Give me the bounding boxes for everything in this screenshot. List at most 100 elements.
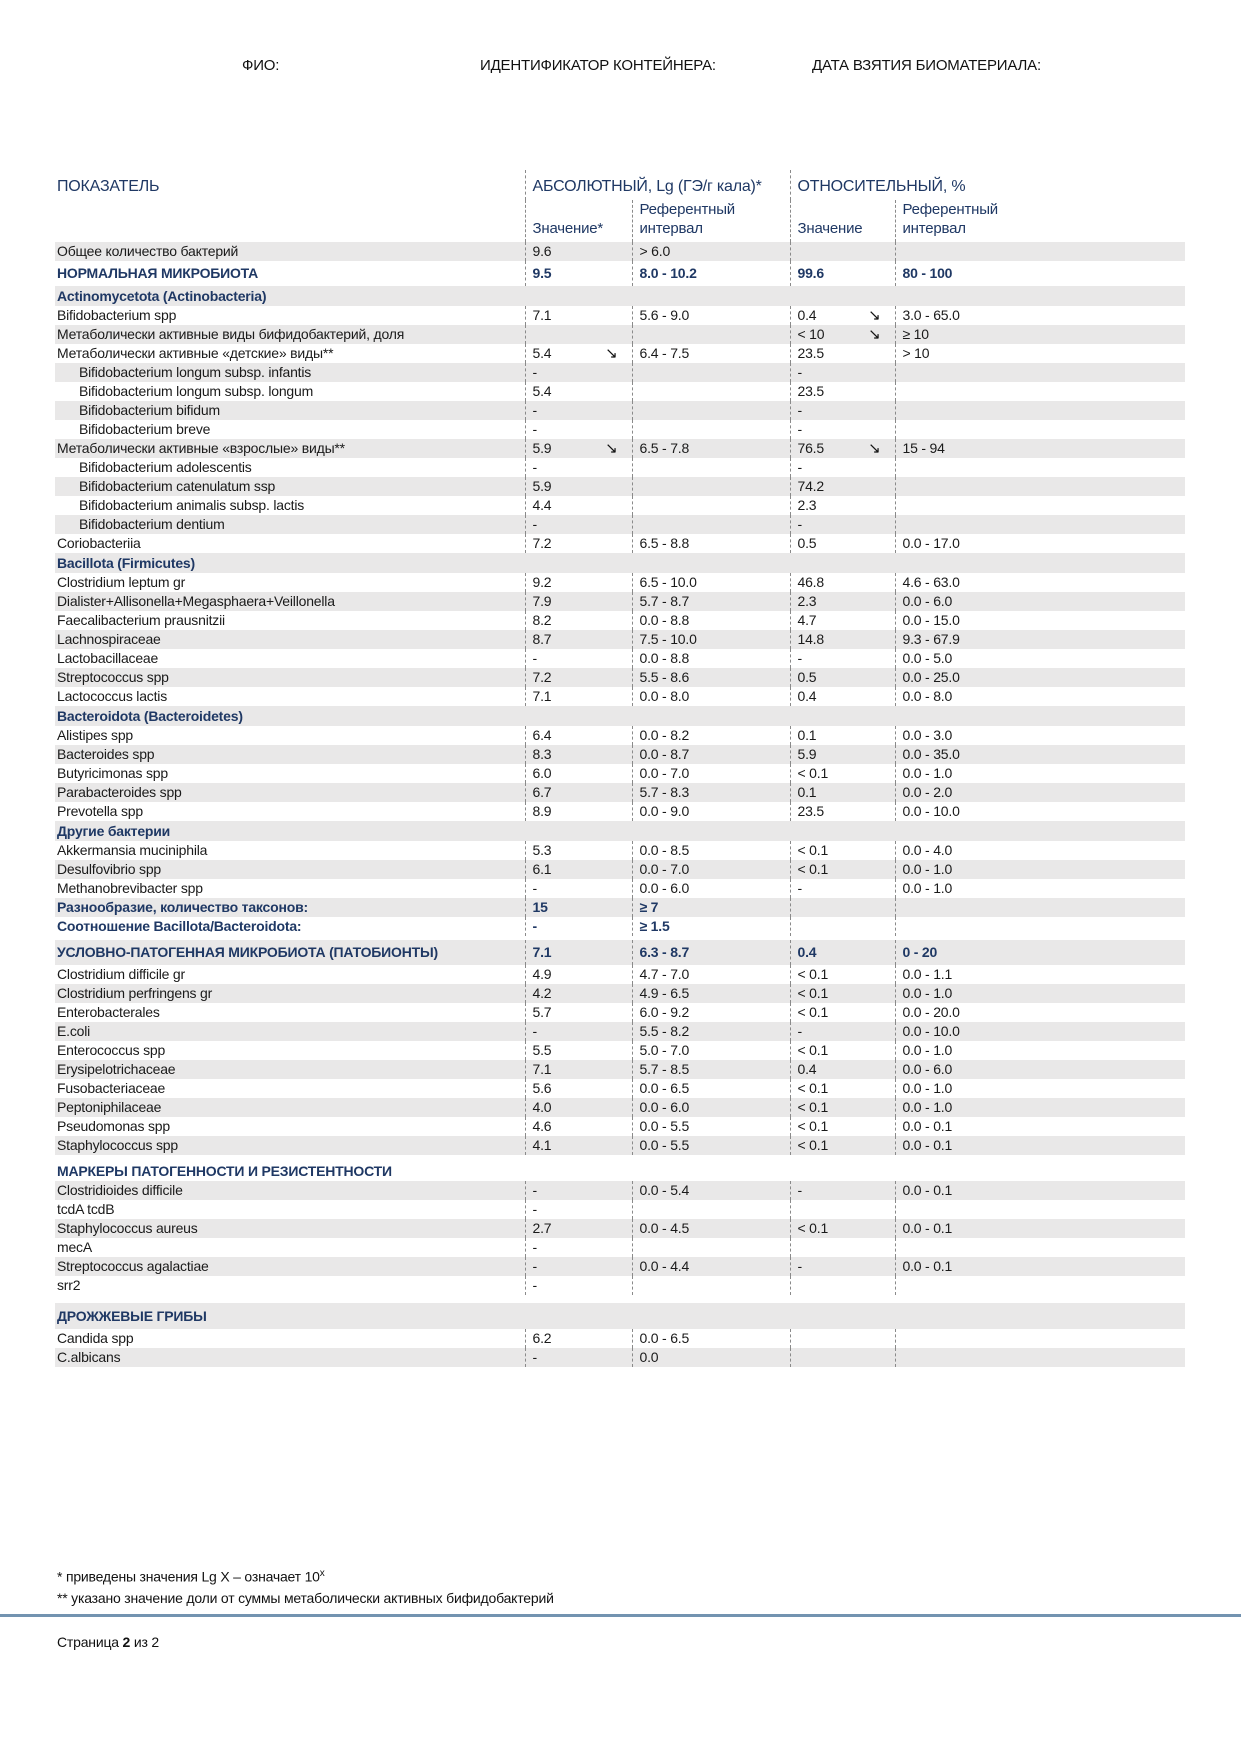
rel-ref-interval: 0.0 - 1.0 xyxy=(894,879,1186,898)
rel-ref-interval: 0.0 - 10.0 xyxy=(894,802,1186,821)
abs-ref-interval: 0.0 - 4.4 xyxy=(631,1257,790,1276)
rel-value: - xyxy=(789,363,895,382)
abs-value: 7.1 xyxy=(524,940,632,965)
rel-value: 99.6 xyxy=(789,261,895,286)
abs-value: - xyxy=(524,649,632,668)
rel-ref-interval: 0.0 - 25.0 xyxy=(894,668,1186,687)
down-trend-arrow-icon: ↘ xyxy=(605,439,618,457)
section-title: Bacillota (Firmicutes) xyxy=(55,553,1186,573)
rel-ref-interval: 0.0 - 0.1 xyxy=(894,1117,1186,1136)
rel-ref-interval: 80 - 100 xyxy=(894,261,1186,286)
table-row: Общее количество бактерий 9.6 > 6.0 xyxy=(55,242,1186,261)
section-title: ДРОЖЖЕВЫЕ ГРИБЫ xyxy=(55,1303,1186,1329)
section-title: МАРКЕРЫ ПАТОГЕННОСТИ И РЕЗИСТЕНТНОСТИ xyxy=(57,1162,392,1179)
rel-ref-interval: ≥ 10 xyxy=(894,325,1186,344)
abs-ref-interval: ≥ 7 xyxy=(631,898,790,917)
rel-value: - xyxy=(789,649,895,668)
table-row: Bifidobacterium breve - - xyxy=(55,420,1186,439)
rel-ref-interval: 0.0 - 6.0 xyxy=(894,1060,1186,1079)
abs-value: - xyxy=(524,1181,632,1200)
table-row: Fusobacteriaceae 5.6 0.0 - 6.5 < 0.1 0.0 - 1… xyxy=(55,1079,1186,1098)
rel-value: 0.4 xyxy=(789,940,895,965)
results-table-body: Общее количество бактерий 9.6 > 6.0 НОРМАЛЬ… xyxy=(55,242,1186,1367)
abs-value: 6.4 xyxy=(524,726,632,745)
abs-value: 8.9 xyxy=(524,802,632,821)
indicator-name: Bifidobacterium bifidum xyxy=(55,401,525,420)
rel-ref-interval xyxy=(894,458,1186,477)
indicator-name: Bifidobacterium dentium xyxy=(55,515,525,534)
rel-value: 23.5 xyxy=(789,802,895,821)
abs-value: 7.2 xyxy=(524,534,632,553)
indicator-name: srr2 xyxy=(57,1277,81,1293)
abs-ref-interval: 5.6 - 9.0 xyxy=(631,306,790,325)
abs-ref-interval: 0.0 - 5.5 xyxy=(631,1136,790,1155)
abs-ref-interval: 7.5 - 10.0 xyxy=(631,630,790,649)
abs-value: 5.9 ↘ xyxy=(524,439,632,458)
rel-value: 0.5 xyxy=(789,668,895,687)
rel-value: 0.4 xyxy=(789,1060,895,1079)
rel-ref-interval: 0 - 20 xyxy=(894,940,1186,965)
abs-value: 5.4 ↘ xyxy=(524,344,632,363)
abs-value: 9.5 xyxy=(524,261,632,286)
abs-ref-interval: 0.0 - 9.0 xyxy=(631,802,790,821)
rel-ref-interval: > 10 xyxy=(894,344,1186,363)
page-number-prefix: Страница xyxy=(57,1634,123,1650)
rel-ref-interval: 0.0 - 1.1 xyxy=(894,965,1186,984)
section-title: Bacteroidota (Bacteroidetes) xyxy=(55,706,1186,726)
table-row: mecA - xyxy=(55,1238,1186,1257)
indicator-name: E.coli xyxy=(55,1022,525,1041)
table-row: Соотношение Bacillota/Bacteroidota: - ≥ 1.… xyxy=(55,917,1186,936)
rel-ref-interval: 0.0 - 1.0 xyxy=(894,1079,1186,1098)
rel-ref-interval: 0.0 - 6.0 xyxy=(894,592,1186,611)
abs-value: 9.2 xyxy=(524,573,632,592)
indicator-name: Bacteroides spp xyxy=(55,745,525,764)
rel-value: - xyxy=(789,1181,895,1200)
indicator-name: Clostridium perfringens gr xyxy=(55,984,525,1003)
abs-ref-interval: 6.5 - 10.0 xyxy=(631,573,790,592)
abs-ref-interval: 0.0 - 8.8 xyxy=(631,611,790,630)
rel-value: < 0.1 xyxy=(789,1041,895,1060)
down-trend-arrow-icon: ↘ xyxy=(868,439,881,457)
table-row: Bifidobacterium catenulatum ssp 5.9 74.2 xyxy=(55,477,1186,496)
abs-ref-interval: 6.4 - 7.5 xyxy=(631,344,790,363)
rel-ref-interval: 0.0 - 1.0 xyxy=(894,1041,1186,1060)
table-row: Clostridioides difficile -0.0 - 5.4-0.0 -… xyxy=(55,1181,1186,1200)
rel-ref-interval: 3.0 - 65.0 xyxy=(894,306,1186,325)
table-row: Lactobacillaceae -0.0 - 8.8-0.0 - 5.0 xyxy=(55,649,1186,668)
rel-value xyxy=(789,917,895,936)
indicator-name: Enterobacterales xyxy=(57,1004,160,1020)
rel-ref-interval: 0.0 - 15.0 xyxy=(894,611,1186,630)
rel-ref-interval xyxy=(894,477,1186,496)
rel-value: < 0.1 xyxy=(789,1136,895,1155)
indicator-name: Bifidobacterium breve xyxy=(79,421,211,437)
indicator-name: Butyricimonas spp xyxy=(57,765,168,781)
indicator-name: Streptococcus spp xyxy=(55,668,525,687)
abs-value: 4.4 xyxy=(524,496,632,515)
down-trend-arrow-icon: ↘ xyxy=(868,306,881,324)
table-row: Peptoniphilaceae 4.0 0.0 - 6.0 < 0.1 0.0 - 1… xyxy=(55,1098,1186,1117)
rel-ref-interval xyxy=(894,1348,1186,1367)
indicator-name: Метаболически активные виды бифидобактер… xyxy=(55,325,525,344)
table-row: Staphylococcus spp 4.1 0.0 - 5.5 < 0.1 0.0 -… xyxy=(55,1136,1186,1155)
table-row: Clostridium perfringens gr 4.2 4.9 - 6.5 < … xyxy=(55,984,1186,1003)
rel-ref-interval: 0.0 - 1.0 xyxy=(894,984,1186,1003)
header-row-groups: ПОКАЗАТЕЛЬ АБСОЛЮТНЫЙ, Lg (ГЭ/г кала)* О… xyxy=(55,170,1186,200)
table-row: Bifidobacterium adolescentis - - xyxy=(55,458,1186,477)
indicator-name: Peptoniphilaceae xyxy=(55,1098,525,1117)
table-row: Bifidobacterium dentium - - xyxy=(55,515,1186,534)
spacer-row xyxy=(55,1295,1186,1303)
rel-ref-interval: 0.0 - 3.0 xyxy=(894,726,1186,745)
rel-value: - xyxy=(789,1022,895,1041)
rel-ref-interval: 0.0 - 10.0 xyxy=(894,1022,1186,1041)
abs-value: 7.1 xyxy=(524,687,632,706)
abs-ref-interval: 0.0 - 6.5 xyxy=(631,1329,790,1348)
abs-value: 8.3 xyxy=(524,745,632,764)
abs-ref-interval: 5.7 - 8.5 xyxy=(631,1060,790,1079)
table-row: Coriobacteriia 7.2 6.5 - 8.8 0.5 0.0 - 17.0 xyxy=(55,534,1186,553)
table-row: Clostridium difficile gr 4.9 4.7 - 7.0 < 0.… xyxy=(55,965,1186,984)
indicator-name: Clostridioides difficile xyxy=(55,1181,525,1200)
rel-ref-interval: 0.0 - 2.0 xyxy=(894,783,1186,802)
subheader-abs-value: Значение* xyxy=(524,200,632,242)
rel-value: 2.3 xyxy=(789,592,895,611)
